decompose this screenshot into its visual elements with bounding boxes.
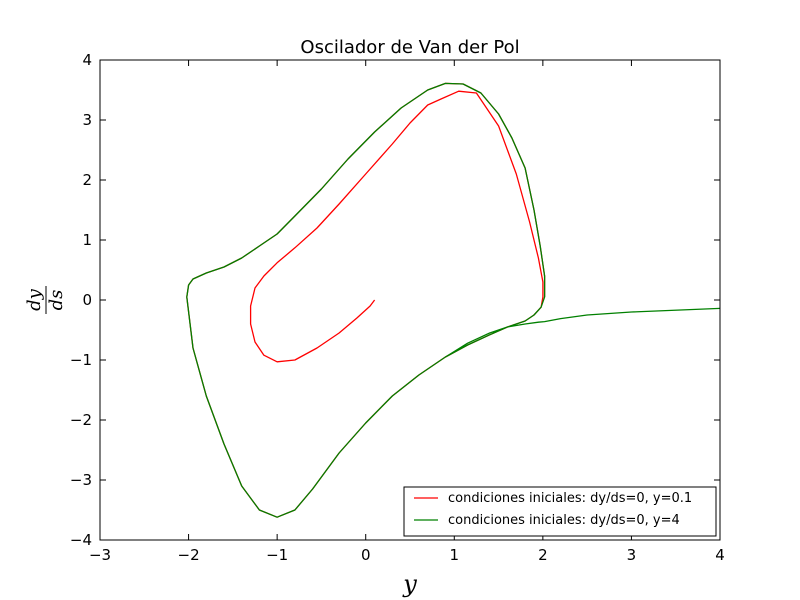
- y-axis-label: dy ds: [24, 286, 67, 314]
- y-tick-label: −2: [70, 411, 92, 429]
- legend-box: [403, 486, 717, 537]
- series-layer: [186, 82, 721, 518]
- y-axis-label-numerator: dy: [24, 288, 45, 311]
- legend-label-green: condiciones iniciales: dy/ds=0, y=4: [448, 513, 680, 528]
- legend: condiciones iniciales: dy/ds=0, y=0.1 co…: [403, 486, 717, 537]
- y-tick-label: 0: [82, 291, 92, 309]
- x-tick-label: 0: [361, 546, 371, 564]
- y-tick-label: −4: [70, 531, 92, 549]
- y-tick-label: 3: [82, 111, 92, 129]
- y-tick-label: 2: [82, 171, 92, 189]
- x-tick-label: 2: [538, 546, 548, 564]
- x-tick-label: −2: [178, 546, 200, 564]
- y-tick-label: 1: [82, 231, 92, 249]
- legend-label-red: condiciones iniciales: dy/ds=0, y=0.1: [448, 491, 692, 506]
- x-tick-label: 3: [627, 546, 637, 564]
- series-line-1: [186, 82, 721, 518]
- y-tick-label: −3: [70, 471, 92, 489]
- x-tick-label: −1: [266, 546, 288, 564]
- x-tick-label: −3: [89, 546, 111, 564]
- x-axis-label: y: [402, 570, 417, 598]
- y-axis-label-denominator: ds: [46, 290, 67, 311]
- x-tick-label: 4: [715, 546, 725, 564]
- y-tick-label: −1: [70, 351, 92, 369]
- chart-title: Oscilador de Van der Pol: [300, 37, 519, 58]
- y-tick-label: 4: [82, 51, 92, 69]
- x-tick-label: 1: [450, 546, 460, 564]
